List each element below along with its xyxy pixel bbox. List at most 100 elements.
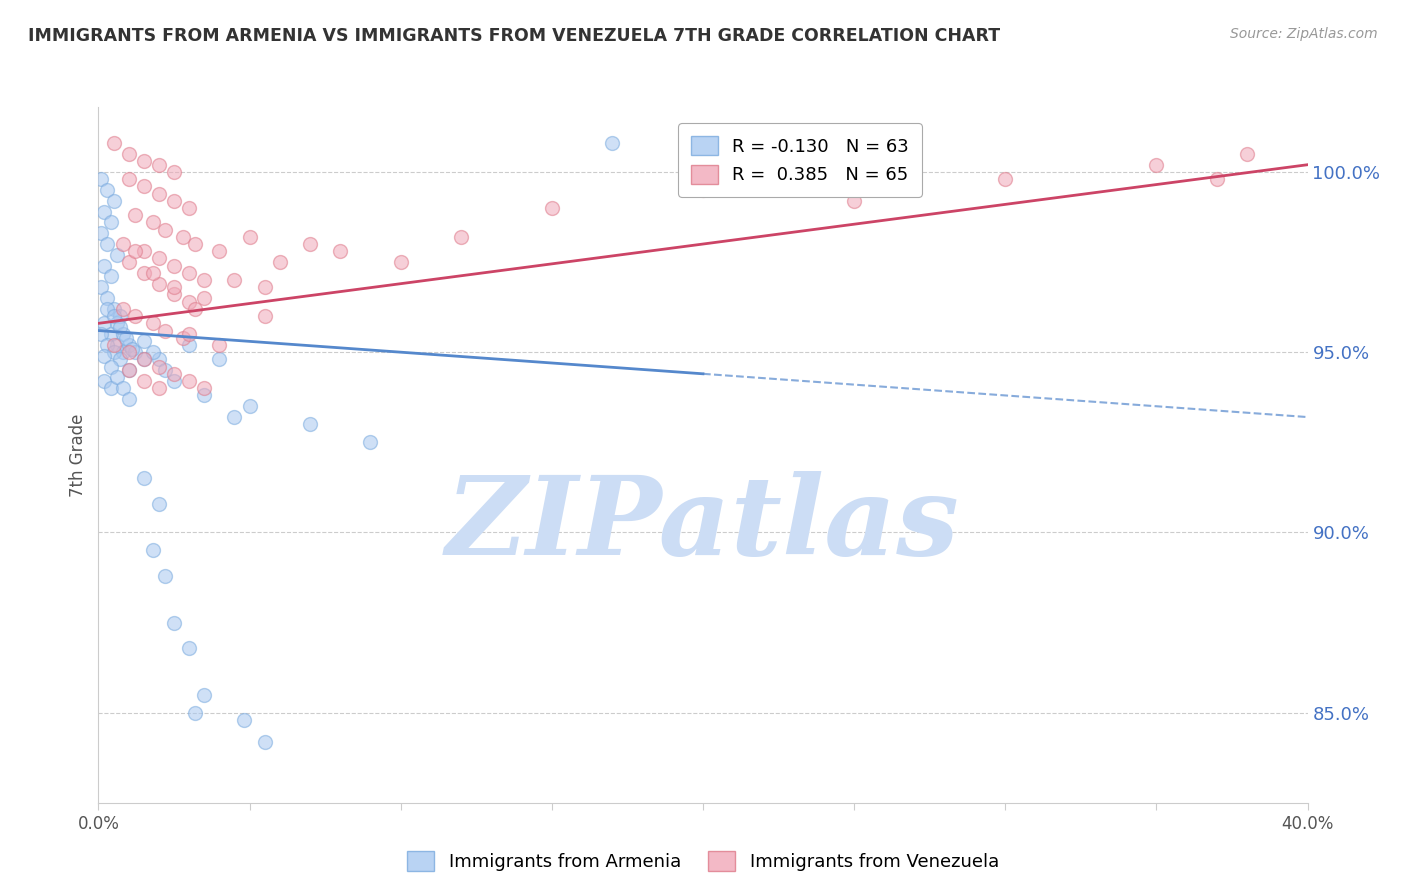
- Point: [124, 309, 146, 323]
- Point: [179, 294, 201, 309]
- Point: [121, 342, 143, 356]
- Point: [118, 363, 141, 377]
- Point: [132, 471, 155, 485]
- Point: [208, 338, 231, 352]
- Point: [193, 381, 215, 395]
- Point: [118, 147, 141, 161]
- Point: [100, 269, 122, 284]
- Point: [93, 204, 115, 219]
- Point: [163, 194, 186, 208]
- Point: [105, 370, 128, 384]
- Point: [90, 280, 112, 294]
- Point: [96, 183, 118, 197]
- Point: [111, 301, 134, 316]
- Point: [253, 309, 276, 323]
- Point: [118, 172, 141, 186]
- Point: [253, 280, 276, 294]
- Point: [100, 327, 122, 342]
- Point: [100, 215, 122, 229]
- Point: [148, 158, 170, 172]
- Point: [193, 388, 215, 402]
- Point: [108, 309, 131, 323]
- Point: [148, 381, 170, 395]
- Point: [100, 381, 122, 395]
- Point: [148, 252, 170, 266]
- Point: [96, 237, 118, 252]
- Point: [172, 331, 194, 345]
- Text: ZIPatlas: ZIPatlas: [446, 471, 960, 578]
- Point: [239, 399, 262, 413]
- Point: [103, 194, 125, 208]
- Point: [114, 331, 136, 345]
- Point: [163, 374, 186, 388]
- Point: [269, 255, 291, 269]
- Point: [1206, 172, 1229, 186]
- Point: [105, 316, 128, 330]
- Point: [179, 374, 201, 388]
- Point: [103, 136, 125, 150]
- Point: [193, 688, 215, 702]
- Point: [142, 316, 165, 330]
- Point: [111, 345, 134, 359]
- Point: [148, 352, 170, 367]
- Y-axis label: 7th Grade: 7th Grade: [69, 413, 87, 497]
- Point: [96, 338, 118, 352]
- Point: [172, 229, 194, 244]
- Point: [208, 352, 231, 367]
- Point: [100, 359, 122, 374]
- Point: [142, 543, 165, 558]
- Point: [108, 320, 131, 334]
- Point: [132, 374, 155, 388]
- Point: [224, 410, 246, 425]
- Point: [132, 334, 155, 349]
- Point: [108, 352, 131, 367]
- Point: [224, 273, 246, 287]
- Point: [179, 266, 201, 280]
- Point: [193, 291, 215, 305]
- Point: [184, 706, 207, 720]
- Point: [299, 237, 322, 252]
- Point: [163, 259, 186, 273]
- Point: [232, 713, 254, 727]
- Point: [148, 277, 170, 291]
- Point: [124, 345, 146, 359]
- Point: [124, 208, 146, 222]
- Point: [90, 172, 112, 186]
- Point: [148, 359, 170, 374]
- Point: [844, 194, 866, 208]
- Point: [163, 165, 186, 179]
- Point: [450, 229, 472, 244]
- Point: [103, 309, 125, 323]
- Point: [193, 273, 215, 287]
- Point: [208, 244, 231, 259]
- Point: [103, 345, 125, 359]
- Point: [96, 291, 118, 305]
- Point: [163, 615, 186, 630]
- Point: [142, 215, 165, 229]
- Point: [90, 327, 112, 342]
- Point: [132, 352, 155, 367]
- Point: [360, 435, 382, 450]
- Point: [239, 229, 262, 244]
- Point: [118, 363, 141, 377]
- Point: [602, 136, 624, 150]
- Point: [105, 248, 128, 262]
- Point: [179, 327, 201, 342]
- Point: [299, 417, 322, 432]
- Point: [692, 183, 714, 197]
- Point: [111, 237, 134, 252]
- Point: [90, 226, 112, 240]
- Point: [118, 345, 141, 359]
- Point: [179, 640, 201, 655]
- Point: [93, 349, 115, 363]
- Point: [132, 266, 155, 280]
- Point: [132, 244, 155, 259]
- Point: [153, 324, 176, 338]
- Point: [179, 201, 201, 215]
- Point: [132, 154, 155, 169]
- Point: [111, 381, 134, 395]
- Point: [103, 301, 125, 316]
- Point: [142, 266, 165, 280]
- Point: [184, 301, 207, 316]
- Point: [118, 392, 141, 406]
